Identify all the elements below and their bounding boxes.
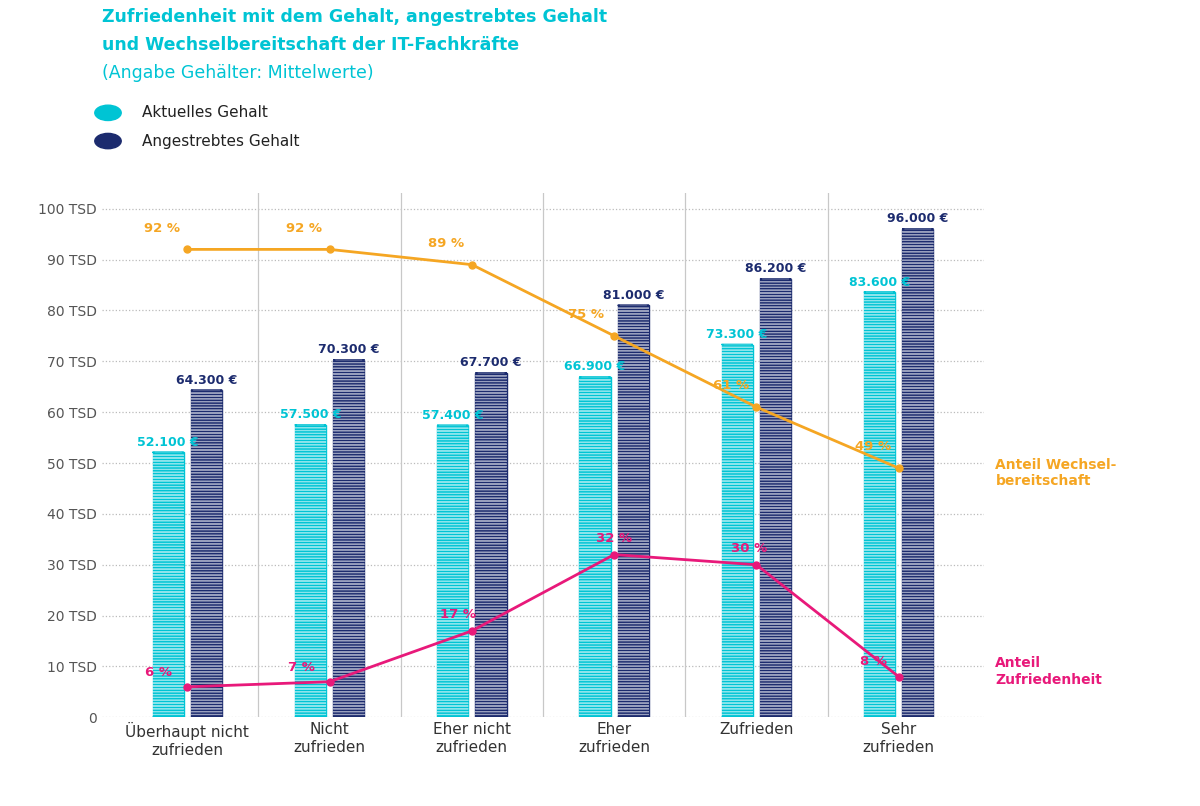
Text: 7 %: 7 % [288, 661, 314, 674]
Text: 32 %: 32 % [596, 532, 632, 545]
Text: 92 %: 92 % [144, 222, 180, 235]
Bar [864, 292, 895, 717]
Text: Anteil Wechsel-
bereitschaft: Anteil Wechsel- bereitschaft [995, 458, 1117, 488]
Text: Zufriedenheit mit dem Gehalt, angestrebtes Gehalt: Zufriedenheit mit dem Gehalt, angestrebt… [102, 8, 607, 26]
Bar [334, 359, 365, 717]
Text: und Wechselbereitschaft der IT-Fachkräfte: und Wechselbereitschaft der IT-Fachkräft… [102, 36, 520, 54]
Text: 52.100 €: 52.100 € [137, 436, 199, 449]
Bar [618, 305, 649, 717]
Bar [295, 425, 326, 717]
Text: 75 %: 75 % [568, 308, 604, 321]
Text: 30 %: 30 % [731, 542, 767, 555]
Bar [580, 377, 611, 717]
Text: Anteil
Zufriedenheit: Anteil Zufriedenheit [995, 656, 1103, 687]
Text: 17 %: 17 % [439, 609, 475, 621]
Text: 64.300 €: 64.300 € [176, 374, 238, 387]
Text: 61 %: 61 % [713, 380, 749, 393]
Text: 70.300 €: 70.300 € [318, 343, 379, 356]
Bar [191, 390, 222, 717]
Text: 73.300 €: 73.300 € [707, 328, 768, 341]
Bar [721, 344, 752, 717]
Text: 66.900 €: 66.900 € [564, 360, 625, 373]
Bar [152, 452, 184, 717]
Text: 81.000 €: 81.000 € [602, 289, 664, 301]
Text: 67.700 €: 67.700 € [461, 356, 522, 369]
Text: 96.000 €: 96.000 € [887, 213, 948, 226]
Text: Aktuelles Gehalt: Aktuelles Gehalt [142, 106, 268, 120]
Bar [902, 229, 934, 717]
Bar [760, 279, 791, 717]
Bar [475, 373, 506, 717]
Text: Angestrebtes Gehalt: Angestrebtes Gehalt [142, 134, 299, 148]
Text: 8 %: 8 % [859, 655, 887, 668]
Text: 57.400 €: 57.400 € [422, 409, 484, 422]
Text: (Angabe Gehälter: Mittelwerte): (Angabe Gehälter: Mittelwerte) [102, 64, 373, 82]
Text: 86.200 €: 86.200 € [745, 262, 806, 276]
Text: 6 %: 6 % [145, 666, 173, 679]
Text: 49 %: 49 % [854, 440, 892, 453]
Text: 92 %: 92 % [286, 222, 322, 235]
Text: 89 %: 89 % [428, 237, 464, 250]
Text: 83.600 €: 83.600 € [848, 276, 910, 289]
Text: 57.500 €: 57.500 € [280, 409, 341, 422]
Bar [437, 426, 468, 717]
